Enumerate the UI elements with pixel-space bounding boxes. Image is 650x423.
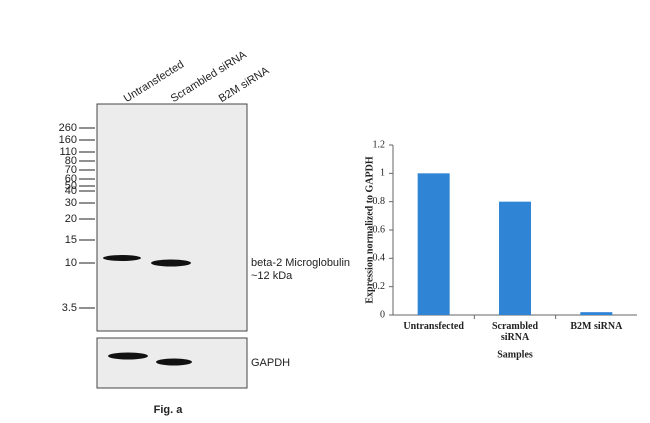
marker-label: 160 <box>59 134 77 146</box>
marker-label: 30 <box>65 197 77 209</box>
x-tick-label: Untransfected <box>403 321 464 332</box>
y-tick-label: 0 <box>380 309 385 320</box>
marker-label: 50 <box>65 180 77 192</box>
marker-label: 60 <box>65 173 77 185</box>
x-tick-label: Scrambled siRNA <box>491 321 539 343</box>
marker-label: 40 <box>65 185 77 197</box>
bar <box>499 201 531 315</box>
marker-label: 80 <box>65 155 77 167</box>
bar <box>580 312 613 315</box>
x-tick-label: B2M siRNA <box>570 321 623 332</box>
blot-panel <box>96 103 248 332</box>
band-label: beta-2 Microglobulin <box>251 257 350 269</box>
marker-label: 260 <box>59 122 77 134</box>
marker-label: 10 <box>65 257 77 269</box>
bar <box>417 173 450 315</box>
y-tick-label: 0.4 <box>373 253 386 264</box>
y-tick-label: 1.2 <box>373 139 386 150</box>
marker-label: 70 <box>65 164 77 176</box>
marker-label: 20 <box>65 213 77 225</box>
band <box>108 352 148 360</box>
marker-label: 15 <box>65 234 77 246</box>
y-tick-label: 0.6 <box>373 224 386 235</box>
y-tick-label: 0.8 <box>373 196 386 207</box>
marker-label: 3.5 <box>62 302 77 314</box>
band-size: ~12 kDa <box>251 270 293 282</box>
band <box>103 255 141 261</box>
x-axis-title: Samples <box>497 349 533 360</box>
y-axis-title: Expression normalized to GAPDH <box>364 156 375 304</box>
y-tick-label: 0.2 <box>373 281 386 292</box>
band <box>156 358 192 366</box>
marker-label: 110 <box>59 146 77 158</box>
y-tick-label: 1 <box>380 168 385 179</box>
control-label: GAPDH <box>251 357 290 369</box>
caption: Fig. a <box>154 404 184 416</box>
band <box>151 259 191 267</box>
lane-label: Scrambled siRNA <box>169 48 250 105</box>
